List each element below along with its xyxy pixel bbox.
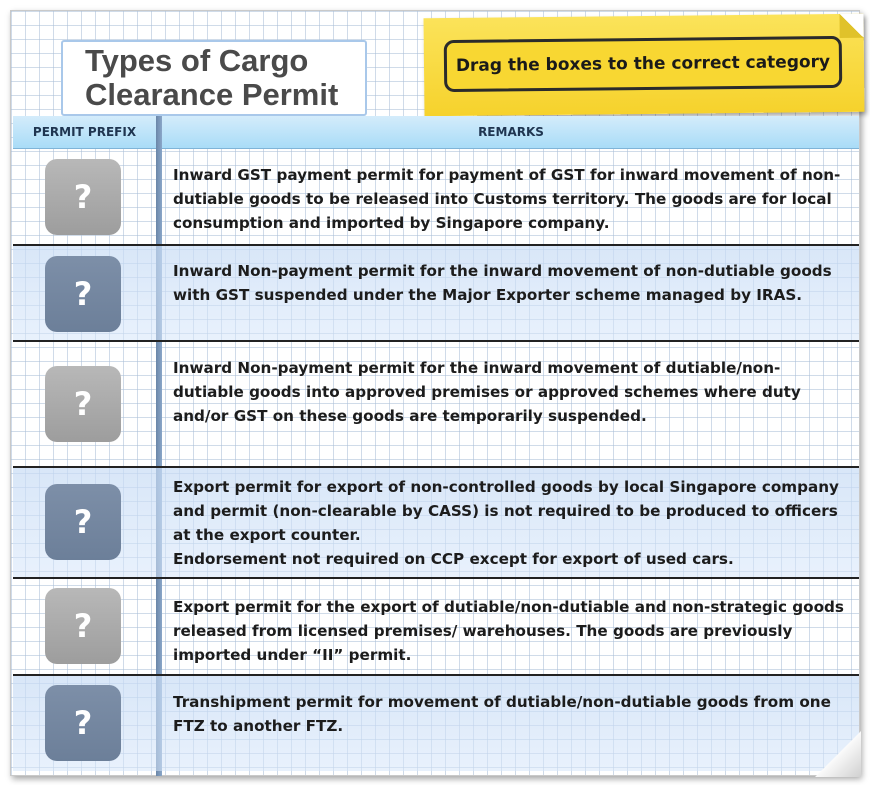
remark-5-text: Export permit for the export of dutiable… [173, 598, 844, 664]
sticky-note: Drag the boxes to the correct category [423, 13, 865, 117]
header-permit-prefix: PERMIT PREFIX [32, 125, 137, 139]
column-divider [156, 116, 162, 776]
table-row-5: ? Export permit for the export of dutiab… [13, 579, 859, 676]
table-row-2: ? Inward Non-payment permit for the inwa… [13, 246, 859, 342]
remark-4: Export permit for export of non-controll… [173, 475, 847, 571]
permit-table: PERMIT PREFIX REMARKS ? Inward GST payme… [13, 116, 859, 776]
drop-target-5[interactable]: ? [45, 588, 121, 664]
table-row-6: ? Transhipment permit for movement of du… [13, 676, 859, 771]
drop-target-6[interactable]: ? [45, 685, 121, 761]
page-title-line-2: Clearance Permit [85, 77, 339, 112]
remark-1-text: Inward GST payment permit for payment of… [173, 166, 841, 232]
drop-target-1[interactable]: ? [45, 159, 121, 235]
remark-6-text: Transhipment permit for movement of duti… [173, 693, 831, 735]
remark-3-text: Inward Non-payment permit for the inward… [173, 359, 801, 425]
header-remarks: REMARKS [478, 125, 544, 139]
worksheet: Types of Cargo Clearance Permit Drag the… [10, 10, 865, 777]
remark-2-text: Inward Non-payment permit for the inward… [173, 262, 832, 304]
table-row-4: ? Export permit for export of non-contro… [13, 468, 859, 579]
remark-6: Transhipment permit for movement of duti… [173, 690, 847, 738]
table-row-1: ? Inward GST payment permit for payment … [13, 149, 859, 246]
drop-target-4[interactable]: ? [45, 484, 121, 560]
remark-5: Export permit for the export of dutiable… [173, 595, 847, 667]
title-box: Types of Cargo Clearance Permit [61, 40, 367, 116]
note-fold-corner [839, 13, 864, 38]
remark-4-text-2: Endorsement not required on CCP except f… [173, 550, 734, 568]
drop-target-3[interactable]: ? [45, 366, 121, 442]
remark-3: Inward Non-payment permit for the inward… [173, 356, 847, 428]
instruction-banner: Drag the boxes to the correct category [443, 35, 843, 93]
remark-1: Inward GST payment permit for payment of… [173, 163, 847, 235]
remark-2: Inward Non-payment permit for the inward… [173, 259, 847, 307]
page-title-line-1: Types of Cargo [85, 43, 309, 78]
remark-4-text: Export permit for export of non-controll… [173, 478, 839, 544]
table-row-3: ? Inward Non-payment permit for the inwa… [13, 342, 859, 468]
drop-target-2[interactable]: ? [45, 256, 121, 332]
table-header: PERMIT PREFIX REMARKS [13, 116, 859, 149]
